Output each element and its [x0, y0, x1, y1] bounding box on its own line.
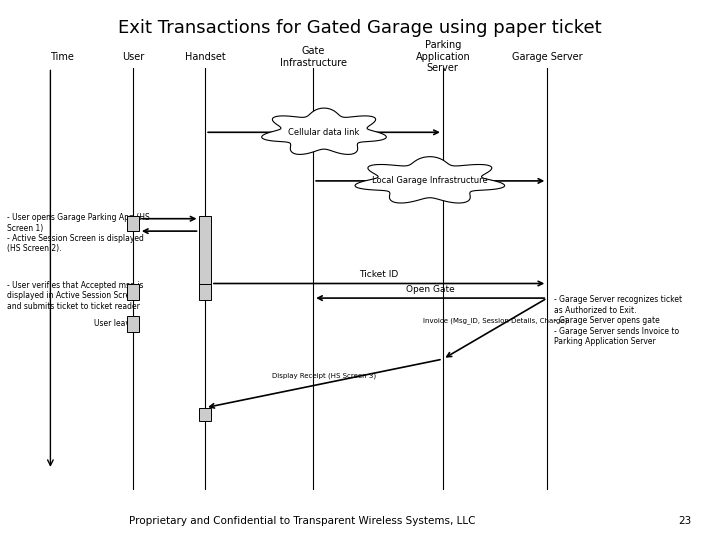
- Text: Exit Transactions for Gated Garage using paper ticket: Exit Transactions for Gated Garage using…: [118, 19, 602, 37]
- Bar: [127, 284, 139, 300]
- Text: User leaves: User leaves: [94, 319, 138, 328]
- Text: - Garage Server recognizes ticket
as Authorized to Exit.
- Garage Server opens g: - Garage Server recognizes ticket as Aut…: [554, 295, 683, 346]
- Text: Local Garage Infrastructure: Local Garage Infrastructure: [372, 177, 487, 185]
- Text: Garage Server: Garage Server: [512, 52, 582, 62]
- Bar: [199, 284, 211, 300]
- Text: Open Gate: Open Gate: [406, 285, 454, 294]
- Text: Cellular data link: Cellular data link: [288, 128, 360, 137]
- Text: Display Receipt (HS Screen 3): Display Receipt (HS Screen 3): [272, 373, 376, 379]
- Text: Parking
Application
Server: Parking Application Server: [415, 40, 470, 73]
- Polygon shape: [261, 108, 387, 154]
- Text: User: User: [122, 52, 144, 62]
- Text: - User verifies that Accepted msg is
displayed in Active Session Screen
and subm: - User verifies that Accepted msg is dis…: [7, 281, 144, 310]
- Text: - User opens Garage Parking App (HS
Screen 1)
- Active Session Screen is display: - User opens Garage Parking App (HS Scre…: [7, 213, 150, 253]
- Text: Handset: Handset: [185, 52, 225, 62]
- Text: Ticket ID: Ticket ID: [359, 270, 399, 279]
- Text: Time: Time: [50, 52, 74, 62]
- Bar: [127, 316, 139, 332]
- Text: 23: 23: [678, 516, 691, 526]
- Text: Gate
Infrastructure: Gate Infrastructure: [279, 46, 347, 68]
- Bar: [127, 216, 139, 231]
- Polygon shape: [355, 157, 505, 203]
- Bar: [199, 216, 211, 284]
- Text: Invoice (Msg_ID, Session Details, Charge): Invoice (Msg_ID, Session Details, Charge…: [423, 318, 567, 324]
- Text: Proprietary and Confidential to Transparent Wireless Systems, LLC: Proprietary and Confidential to Transpar…: [129, 516, 476, 526]
- Bar: [199, 408, 211, 421]
